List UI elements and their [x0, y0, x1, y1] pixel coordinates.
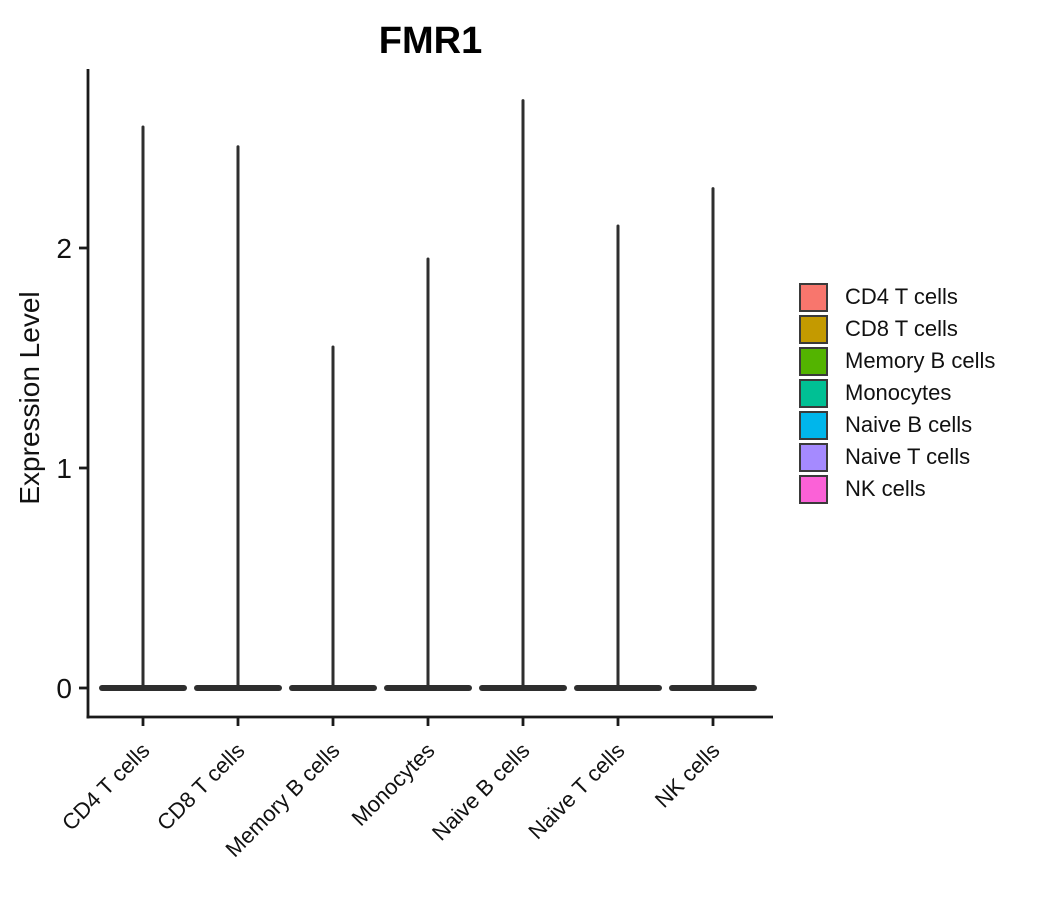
legend-swatch-monocytes [799, 378, 828, 408]
legend-swatch-naive-b-cells [799, 410, 828, 440]
violin-body [194, 685, 282, 691]
legend-item-monocytes: Monocytes [799, 377, 995, 409]
legend: CD4 T cells CD8 T cells Memory B cells Mono… [799, 281, 995, 505]
legend-swatch-cd4-t-cells [799, 282, 828, 312]
x-tick-label: Monocytes [347, 738, 440, 831]
violin-nk-cells [669, 187, 757, 691]
legend-item-naive-b-cells: Naive B cells [799, 409, 995, 441]
legend-item-nk-cells: NK cells [799, 473, 995, 505]
violin-body [289, 685, 377, 691]
legend-swatch-nk-cells [799, 474, 828, 504]
violin-naive-b-cells [479, 99, 567, 691]
violin-body [479, 685, 567, 691]
x-tick-label: CD4 T cells [57, 738, 155, 836]
legend-swatch-naive-t-cells [799, 442, 828, 472]
violin-monocytes [384, 257, 472, 691]
violin-body [99, 685, 187, 691]
legend-label: Memory B cells [845, 348, 996, 373]
x-tick-label: CD8 T cells [152, 738, 250, 836]
legend-item-memory-b-cells: Memory B cells [799, 345, 995, 377]
y-tick-label: 0 [56, 673, 72, 704]
x-tick-label: NK cells [650, 738, 725, 813]
violin-cd4-t-cells [99, 125, 187, 691]
y-tick-label: 2 [56, 233, 72, 264]
violin-body [384, 685, 472, 691]
violin-body [669, 685, 757, 691]
legend-label: Monocytes [845, 380, 952, 405]
chart-title: FMR1 [378, 20, 483, 62]
legend-item-naive-t-cells: Naive T cells [799, 441, 995, 473]
y-tick-label: 1 [56, 453, 72, 484]
violin-memory-b-cells [289, 345, 377, 691]
violin-cd8-t-cells [194, 145, 282, 691]
legend-label: Naive B cells [845, 412, 973, 437]
legend-item-cd4-t-cells: CD4 T cells [799, 281, 995, 313]
x-tick-label: Naive B cells [427, 738, 535, 846]
legend-label: Naive T cells [845, 444, 971, 469]
legend-label: CD4 T cells [845, 284, 958, 309]
legend-swatch-cd8-t-cells [799, 314, 828, 344]
legend-label: CD8 T cells [845, 316, 958, 341]
legend-label: NK cells [845, 476, 926, 501]
legend-swatch-memory-b-cells [799, 346, 828, 376]
x-tick-label: Naive T cells [523, 738, 629, 844]
violin-naive-t-cells [574, 224, 662, 691]
legend-item-cd8-t-cells: CD8 T cells [799, 313, 995, 345]
violin-body [574, 685, 662, 691]
